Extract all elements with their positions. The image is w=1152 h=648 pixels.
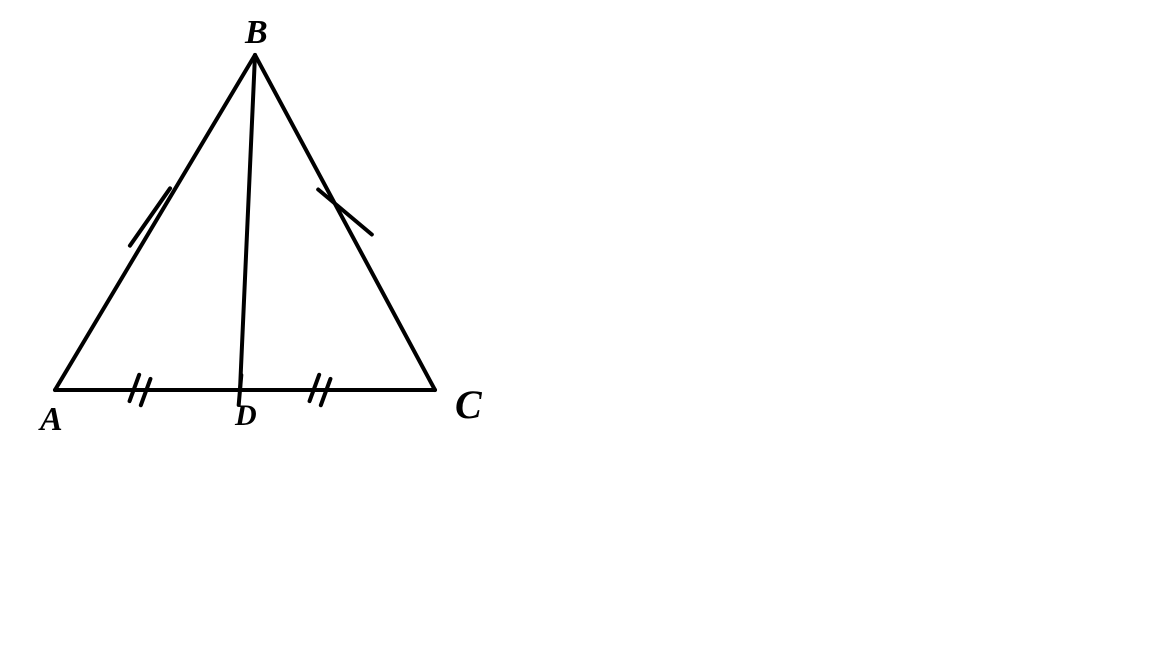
tick-DC_double-1 — [321, 379, 331, 405]
tick-DC_double-0 — [310, 375, 320, 401]
tick-AB_single-0 — [130, 188, 170, 245]
edge-BD — [240, 55, 255, 390]
label-B: B — [244, 14, 268, 51]
label-A: A — [38, 401, 63, 438]
vertex-labels: A B C D — [38, 14, 483, 438]
tick-BC_single-0 — [318, 190, 372, 235]
tick-AD_double-0 — [130, 375, 140, 401]
edge-BC — [255, 55, 435, 390]
tick-AD_double-1 — [141, 379, 151, 405]
edge-AB — [55, 55, 255, 390]
label-D: D — [234, 399, 257, 432]
label-C: C — [455, 382, 483, 427]
tick-marks — [130, 188, 372, 405]
edges — [55, 55, 435, 390]
geometry-diagram: A B C D — [0, 0, 1152, 648]
